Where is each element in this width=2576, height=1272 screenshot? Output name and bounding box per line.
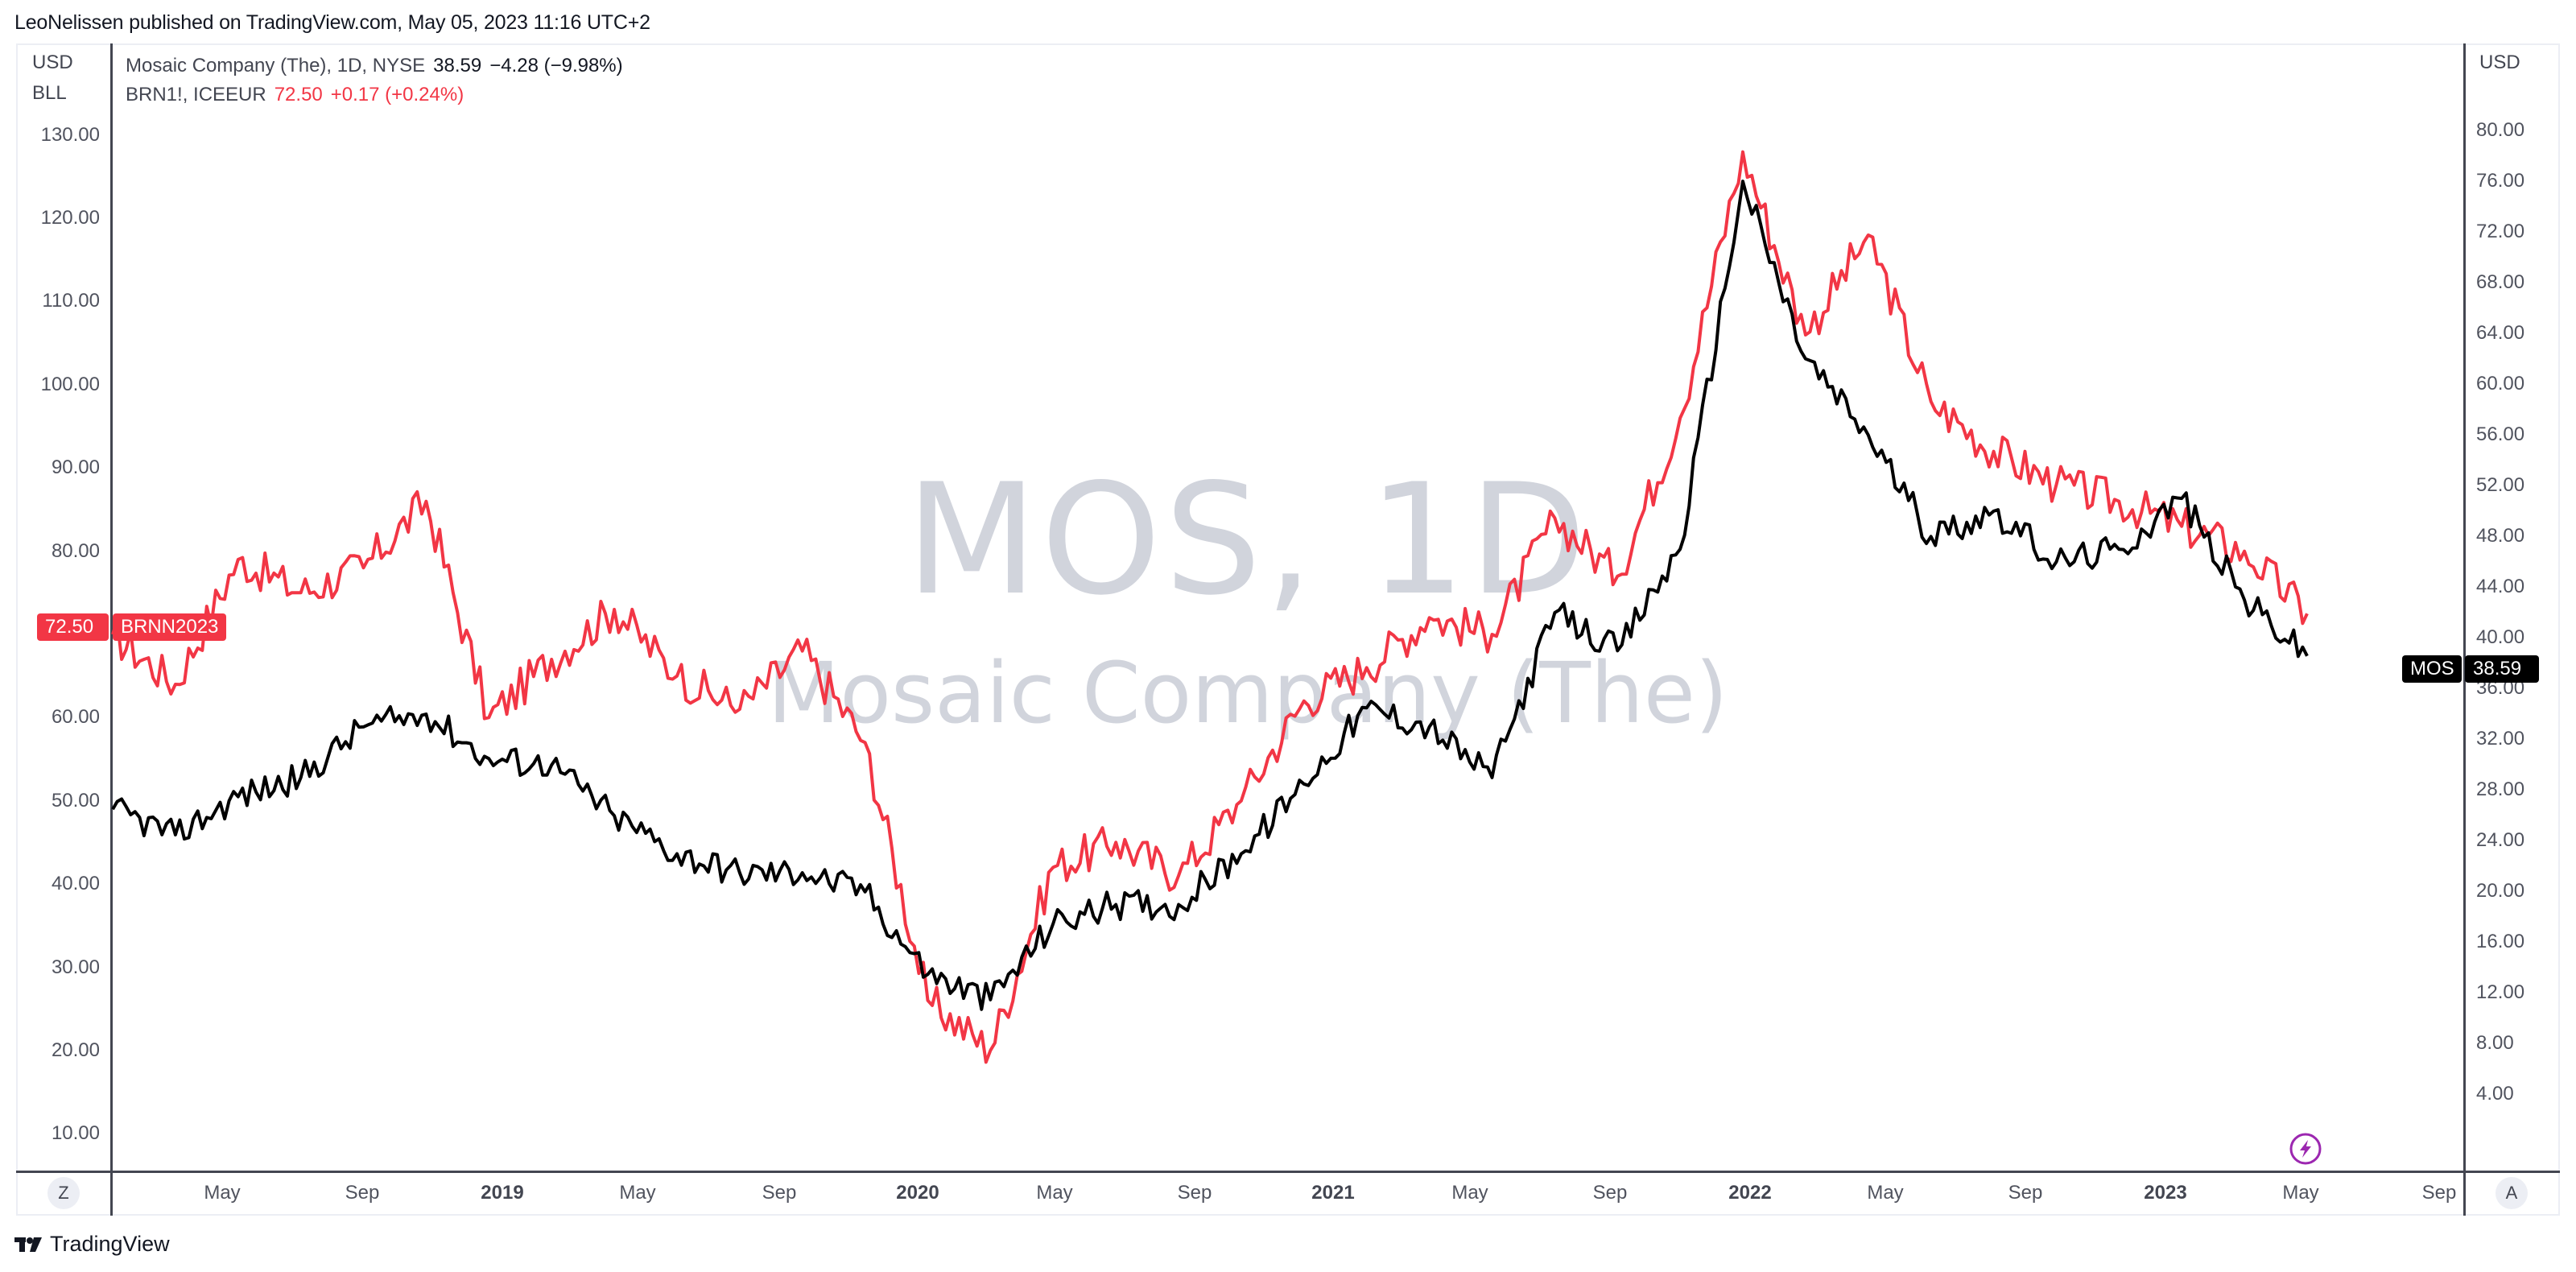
legend-main-change: −4.28 (−9.98%) <box>489 55 623 76</box>
right-tick: 68.00 <box>2476 271 2525 293</box>
time-tick: May <box>1451 1182 1488 1204</box>
brent-series-line <box>111 150 2309 1064</box>
time-tick-year: 2019 <box>481 1182 524 1204</box>
time-tick: May <box>2282 1182 2319 1204</box>
legend-overlay-last: 72.50 <box>274 84 323 105</box>
left-tick: 90.00 <box>51 456 100 478</box>
chart-frame <box>16 43 2560 1216</box>
right-tick: 24.00 <box>2476 829 2525 851</box>
left-tick: 20.00 <box>51 1039 100 1061</box>
right-tick: 76.00 <box>2476 170 2525 192</box>
right-tick: 80.00 <box>2476 119 2525 141</box>
time-tick: Sep <box>1177 1182 1212 1204</box>
legend-overlay-series[interactable]: BRN1!, ICEEUR 72.50 +0.17 (+0.24%) <box>126 84 464 106</box>
right-tick: 12.00 <box>2476 981 2525 1003</box>
publisher-line: LeoNelissen published on TradingView.com… <box>14 11 650 34</box>
right-tick: 4.00 <box>2476 1083 2514 1105</box>
right-tick: 60.00 <box>2476 373 2525 394</box>
brent-symbol-tag: BRNN2023 <box>113 613 227 641</box>
left-axis-unit[interactable]: BLL <box>32 82 67 104</box>
legend-main-last: 38.59 <box>433 55 482 76</box>
right-tick: 48.00 <box>2476 525 2525 547</box>
watermark-symbol: MOS, 1D <box>905 451 1591 629</box>
time-tick: Sep <box>2008 1182 2043 1204</box>
right-tick: 72.00 <box>2476 221 2525 242</box>
right-tick: 40.00 <box>2476 626 2525 648</box>
time-tick-year: 2023 <box>2144 1182 2187 1204</box>
auto-scale-button[interactable]: A <box>2496 1177 2528 1209</box>
legend-overlay-name: BRN1!, ICEEUR <box>126 84 266 105</box>
right-axis-separator <box>2463 43 2466 1216</box>
watermark-description: Mosaic Company (The) <box>767 644 1728 742</box>
left-axis-separator <box>110 43 113 1216</box>
time-tick: Sep <box>1592 1182 1628 1204</box>
left-tick: 100.00 <box>40 374 100 395</box>
left-tick: 30.00 <box>51 956 100 978</box>
mos-price-tag: 38.59 <box>2465 655 2539 683</box>
right-tick: 64.00 <box>2476 322 2525 344</box>
left-tick: 40.00 <box>51 873 100 894</box>
right-tick: 8.00 <box>2476 1032 2514 1054</box>
tradingview-logo-text: TradingView <box>50 1232 170 1256</box>
mos-symbol-tag: MOS <box>2402 655 2462 683</box>
legend-overlay-change: +0.17 (+0.24%) <box>330 84 464 105</box>
zoom-reset-button[interactable]: Z <box>47 1177 80 1209</box>
brent-price-tag: 72.50 <box>37 613 109 641</box>
legend-main-name: Mosaic Company (The), 1D, NYSE <box>126 55 426 76</box>
time-tick: May <box>1867 1182 1904 1204</box>
mos-series-line <box>111 180 2309 1011</box>
left-tick: 120.00 <box>40 207 100 229</box>
right-tick: 28.00 <box>2476 778 2525 800</box>
left-tick: 130.00 <box>40 124 100 146</box>
left-tick: 110.00 <box>42 290 100 312</box>
time-tick-year: 2022 <box>1728 1182 1772 1204</box>
right-tick: 32.00 <box>2476 728 2525 750</box>
time-tick-year: 2021 <box>1311 1182 1355 1204</box>
legend-main-series[interactable]: Mosaic Company (The), 1D, NYSE 38.59 −4.28… <box>126 55 623 77</box>
time-tick: Sep <box>2421 1182 2457 1204</box>
left-tick: 60.00 <box>51 706 100 728</box>
right-axis-currency[interactable]: USD <box>2479 52 2520 73</box>
time-tick-year: 2020 <box>896 1182 939 1204</box>
lightning-event-icon[interactable] <box>2288 1131 2323 1167</box>
time-axis-separator <box>16 1171 2560 1173</box>
tradingview-logo-icon <box>14 1237 42 1252</box>
left-axis-currency[interactable]: USD <box>32 52 73 73</box>
time-tick: Sep <box>345 1182 380 1204</box>
time-tick: May <box>1036 1182 1073 1204</box>
time-tick: Sep <box>762 1182 797 1204</box>
left-tick: 10.00 <box>51 1122 100 1144</box>
right-tick: 52.00 <box>2476 474 2525 496</box>
right-tick: 56.00 <box>2476 423 2525 445</box>
left-tick: 50.00 <box>51 790 100 812</box>
right-tick: 44.00 <box>2476 576 2525 597</box>
time-tick: May <box>204 1182 241 1204</box>
left-tick: 80.00 <box>51 540 100 562</box>
time-tick: May <box>619 1182 656 1204</box>
tradingview-logo[interactable]: TradingView <box>14 1232 170 1257</box>
right-tick: 16.00 <box>2476 931 2525 952</box>
right-tick: 20.00 <box>2476 880 2525 902</box>
